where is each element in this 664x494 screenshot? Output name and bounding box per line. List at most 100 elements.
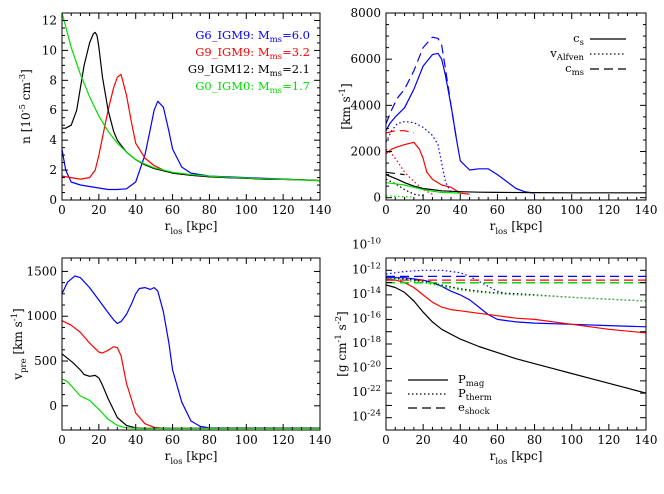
x-axis-label-sub: los xyxy=(170,457,182,467)
x-tick-label: 80 xyxy=(202,203,217,217)
series-line-green-c-s xyxy=(386,182,461,194)
x-tick-label: 100 xyxy=(560,433,583,447)
y-tick-exponent: -10 xyxy=(367,237,381,247)
x-tick-label: 0 xyxy=(58,433,66,447)
x-axis-label-unit: [kpc] xyxy=(183,219,218,233)
legend-entry-sub: ms xyxy=(572,68,584,78)
x-axis-label-sub: los xyxy=(170,227,182,237)
legend-entry-sub: s xyxy=(580,38,584,48)
x-axis-label-unit: [kpc] xyxy=(508,449,543,463)
plot-frame xyxy=(385,257,647,431)
x-tick-label: 20 xyxy=(416,203,431,217)
y-axis-label-unit: s xyxy=(335,324,349,334)
legend-entry-sub: ms xyxy=(270,69,282,79)
series-line-green-p-therm xyxy=(386,278,646,302)
y-tick-label: 12 xyxy=(42,13,57,27)
y-tick-label: 10-18 xyxy=(352,335,381,350)
y-tick-label: 6 xyxy=(49,103,57,117)
series-line-black-v-alfven xyxy=(386,178,424,197)
legend-entry-value: =6.0 xyxy=(282,28,310,42)
y-tick-label: 1000 xyxy=(26,309,57,323)
y-axis-label-close: ] xyxy=(339,83,353,88)
legend-entry-sub: therm xyxy=(466,393,492,403)
y-tick-label: 10-20 xyxy=(352,360,381,375)
y-tick-exponent: -22 xyxy=(367,384,381,394)
y-tick-label: 8000 xyxy=(350,6,381,20)
x-axis-label: rlos [kpc] xyxy=(165,219,218,237)
x-tick-label: 20 xyxy=(91,433,106,447)
legend-entry-sub: Alfven xyxy=(556,53,585,63)
x-tick-label: 40 xyxy=(128,203,143,217)
panel-density: 0 20 40 60 80 100 120 140 0 2 4 6 8 10 12 rlos [kpc] n [… xyxy=(18,12,332,237)
x-axis-label-unit: [kpc] xyxy=(183,449,218,463)
plot-frame xyxy=(385,12,647,201)
y-tick-exponent: -20 xyxy=(367,360,381,370)
y-axis-label-exp: -1 xyxy=(334,334,344,342)
y-tick-label: 4000 xyxy=(350,98,381,112)
panel-pressures: 0 20 40 60 80 100 120 140 10-10 10-12 10-14 10-16 10… xyxy=(334,237,657,467)
x-tick-label: 0 xyxy=(58,203,66,217)
y-axis-label-exp2: -3 xyxy=(18,74,28,82)
x-tick-label: 120 xyxy=(272,433,295,447)
x-tick-label: 80 xyxy=(202,433,217,447)
y-tick-label: 0 xyxy=(49,399,57,413)
legend-entry: G0_IGM0: Mms=1.7 xyxy=(195,79,310,96)
x-tick-label: 0 xyxy=(382,203,390,217)
legend-entry-sub: mag xyxy=(466,379,485,389)
x-tick-label: 80 xyxy=(527,433,542,447)
x-axis-label: rlos [kpc] xyxy=(490,449,543,467)
x-tick-label: 40 xyxy=(453,203,468,217)
legend-entry-sub: shock xyxy=(465,407,491,417)
series-group xyxy=(62,275,320,429)
x-tick-label: 60 xyxy=(165,433,180,447)
legend-entry: cms xyxy=(565,61,584,78)
y-axis-label-sub: pre xyxy=(19,358,29,373)
y-tick-label: 0 xyxy=(49,193,57,207)
legend-entry: G9_IGM12: Mms=2.1 xyxy=(188,62,310,79)
series-line-red-v-alfven xyxy=(386,148,433,195)
y-tick-label: 10 xyxy=(42,43,57,57)
y-axis-label-exp: -1 xyxy=(10,313,20,321)
y-tick-exponent: -14 xyxy=(367,286,381,296)
legend-entry-sub: ms xyxy=(270,52,282,62)
x-tick-label: 0 xyxy=(382,433,390,447)
x-tick-label: 60 xyxy=(165,203,180,217)
x-axis-label: rlos [kpc] xyxy=(165,449,218,467)
legend-entry-value: =3.2 xyxy=(282,45,310,59)
legend-entry: G9_IGM9: Mms=3.2 xyxy=(195,45,310,62)
x-tick-label: 60 xyxy=(490,203,505,217)
panel-vpre: 0 20 40 60 80 100 120 140 0 500 1000 1500 rlos [kpc]… xyxy=(10,257,332,467)
y-tick-label: 4 xyxy=(49,133,57,147)
y-axis-label: n [10-5 cm-3] xyxy=(18,69,33,144)
series-line-blue-c-s xyxy=(386,52,535,194)
plot-frame xyxy=(61,257,321,431)
y-tick-label: 6000 xyxy=(350,52,381,66)
x-axis-label-unit: [kpc] xyxy=(508,219,543,233)
y-tick-label: 10-16 xyxy=(352,310,381,325)
x-tick-label: 40 xyxy=(128,433,143,447)
series-line-black-c-s xyxy=(386,174,646,194)
y-tick-exponent: -24 xyxy=(367,409,381,419)
x-tick-label: 40 xyxy=(453,433,468,447)
series-line-blue-v-alfven xyxy=(386,120,452,194)
y-tick-label: 2 xyxy=(49,163,57,177)
x-tick-label: 60 xyxy=(490,433,505,447)
legend-entry-value: =2.1 xyxy=(282,62,310,76)
x-tick-label: 140 xyxy=(309,433,332,447)
series-group xyxy=(386,36,646,198)
y-tick-label: 2000 xyxy=(350,145,381,159)
legend-entry-sub: ms xyxy=(270,86,282,96)
y-axis-label-exp2: -2 xyxy=(334,316,344,324)
y-axis-label-close: ] xyxy=(11,308,25,313)
series-line-red-c-s xyxy=(386,141,470,195)
x-tick-label: 120 xyxy=(597,433,620,447)
x-tick-label: 100 xyxy=(560,203,583,217)
x-tick-label: 140 xyxy=(635,203,658,217)
y-tick-label: 10-22 xyxy=(352,384,381,399)
x-axis-label-sub: los xyxy=(495,457,507,467)
x-tick-label: 140 xyxy=(309,203,332,217)
x-tick-label: 120 xyxy=(272,203,295,217)
series-line-black-p-mag xyxy=(386,284,646,394)
series-line-black-c-ms xyxy=(386,171,405,176)
y-axis-label-exp: -5 xyxy=(18,104,28,112)
